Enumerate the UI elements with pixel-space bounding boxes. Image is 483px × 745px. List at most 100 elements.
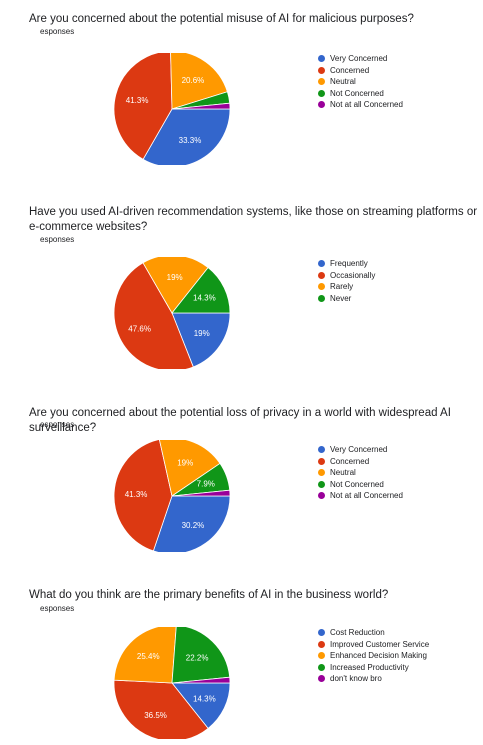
- pie-slice-concerned: [113, 53, 173, 160]
- slice-data-label: 41.3%: [126, 96, 149, 105]
- legend-item: Not at all Concerned: [318, 490, 403, 502]
- legend-swatch: [318, 294, 325, 302]
- legend-item: Frequently: [318, 258, 375, 270]
- pie-slice-not-at-all-concerned: [171, 489, 231, 497]
- pie-slice-increased-productivity: [171, 627, 231, 684]
- legend-item: Increased Productivity: [318, 662, 429, 674]
- responses-count: esponses: [40, 27, 75, 36]
- slice-data-label: 19%: [177, 459, 193, 468]
- slice-data-label: 33.3%: [179, 136, 202, 145]
- pie-chart-3: 30.2% 41.3% 19% 7.9%: [113, 440, 231, 552]
- legend-4: Cost Reduction Improved Customer Service E…: [318, 627, 429, 685]
- legend-label: Enhanced Decision Making: [330, 651, 427, 661]
- legend-item: don't know bro: [318, 673, 429, 685]
- slice-data-label: 20.6%: [182, 76, 205, 85]
- pie-slice-enhanced-decision-making: [113, 627, 177, 684]
- pie-slice-don-t-know-bro: [171, 676, 231, 684]
- legend-swatch: [318, 66, 325, 74]
- legend-swatch: [318, 675, 325, 683]
- pie-slice-very-concerned: [142, 108, 231, 165]
- legend-swatch: [318, 271, 325, 279]
- legend-item: Very Concerned: [318, 53, 403, 65]
- legend-item: Neutral: [318, 467, 403, 479]
- legend-label: Neutral: [330, 468, 356, 478]
- pie-slice-neutral: [159, 440, 221, 497]
- legend-label: Frequently: [330, 259, 368, 269]
- legend-swatch: [318, 492, 325, 500]
- legend-1: Very Concerned Concerned Neutral Not Concer…: [318, 53, 403, 111]
- pie-chart-2: 19% 47.6% 19% 14.3%: [113, 257, 231, 369]
- pie-slice-frequently: [171, 312, 231, 368]
- legend-label: Increased Productivity: [330, 662, 409, 672]
- legend-label: Not Concerned: [330, 88, 384, 98]
- pie-chart-1: 33.3% 41.3% 20.6%: [113, 53, 231, 165]
- legend-swatch: [318, 260, 325, 268]
- slice-data-label: 7.9%: [197, 480, 215, 489]
- slice-data-label: 14.3%: [193, 695, 216, 704]
- legend-label: Concerned: [330, 65, 370, 75]
- legend-swatch: [318, 457, 325, 465]
- legend-item: Not at all Concerned: [318, 99, 403, 111]
- slice-data-label: 19%: [194, 329, 210, 338]
- slice-data-label: 30.2%: [182, 521, 205, 530]
- legend-swatch: [318, 629, 325, 637]
- slice-data-label: 19%: [167, 273, 183, 282]
- legend-label: Not Concerned: [330, 479, 384, 489]
- pie-slice-very-concerned: [152, 495, 231, 552]
- legend-swatch: [318, 469, 325, 477]
- legend-label: don't know bro: [330, 674, 382, 684]
- legend-swatch: [318, 78, 325, 86]
- legend-swatch: [318, 283, 325, 291]
- pie-slice-improved-customer-service: [113, 679, 209, 739]
- responses-count: esponses: [40, 235, 75, 244]
- legend-label: Neutral: [330, 77, 356, 87]
- pie-slice-concerned: [113, 440, 173, 552]
- slice-data-label: 41.3%: [125, 490, 148, 499]
- legend-item: Occasionally: [318, 270, 375, 282]
- question-title: Are you concerned about the potential lo…: [29, 407, 451, 434]
- pie-chart-4: 14.3% 36.5% 25.4% 22.2%: [113, 627, 231, 739]
- legend-item: Not Concerned: [318, 88, 403, 100]
- legend-label: Concerned: [330, 456, 370, 466]
- question-title: Have you used AI-driven recommendation s…: [29, 206, 478, 233]
- legend-swatch: [318, 652, 325, 660]
- legend-label: Very Concerned: [330, 445, 388, 455]
- slice-data-label: 47.6%: [128, 325, 151, 334]
- slice-data-label: 36.5%: [144, 711, 167, 720]
- legend-swatch: [318, 446, 325, 454]
- question-title: Are you concerned about the potential mi…: [29, 13, 414, 25]
- legend-swatch: [318, 55, 325, 63]
- question-title: What do you think are the primary benefi…: [29, 589, 389, 601]
- legend-label: Never: [330, 293, 352, 303]
- responses-count: esponses: [40, 604, 75, 613]
- pie-slice-cost-reduction: [171, 682, 231, 729]
- legend-item: Very Concerned: [318, 444, 403, 456]
- legend-item: Cost Reduction: [318, 627, 429, 639]
- pie-slice-not-at-all-concerned: [171, 102, 231, 110]
- pie-slice-neutral: [170, 53, 228, 110]
- legend-label: Improved Customer Service: [330, 639, 430, 649]
- legend-swatch: [318, 663, 325, 671]
- legend-item: Improved Customer Service: [318, 639, 429, 651]
- legend-item: Concerned: [318, 456, 403, 468]
- legend-label: Occasionally: [330, 270, 376, 280]
- slice-data-label: 22.2%: [186, 653, 209, 662]
- legend-swatch: [318, 101, 325, 109]
- legend-swatch: [318, 89, 325, 97]
- legend-item: Enhanced Decision Making: [318, 650, 429, 662]
- legend-label: Cost Reduction: [330, 628, 385, 638]
- legend-label: Not at all Concerned: [330, 491, 403, 501]
- legend-label: Not at all Concerned: [330, 100, 403, 110]
- legend-item: Rarely: [318, 281, 375, 293]
- pie-slice-occasionally: [113, 262, 194, 369]
- responses-count: esponses: [40, 420, 75, 429]
- legend-swatch: [318, 480, 325, 488]
- legend-item: Never: [318, 293, 375, 305]
- legend-swatch: [318, 640, 325, 648]
- slice-data-label: 14.3%: [193, 293, 216, 302]
- pie-slice-rarely: [142, 257, 209, 314]
- legend-label: Very Concerned: [330, 54, 388, 64]
- legend-3: Very Concerned Concerned Neutral Not Concer…: [318, 444, 403, 502]
- legend-label: Rarely: [330, 282, 354, 292]
- legend-item: Neutral: [318, 76, 403, 88]
